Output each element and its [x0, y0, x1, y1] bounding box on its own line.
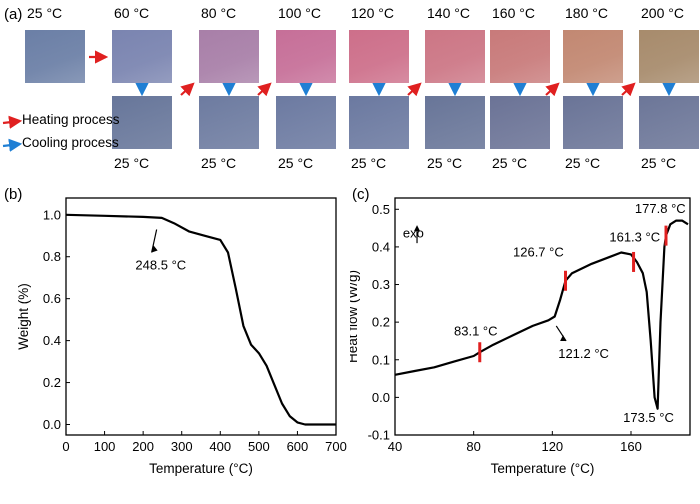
top-temp-label: 80 °C — [201, 5, 237, 21]
annotation-label: 126.7 °C — [513, 244, 564, 259]
y-tick-label: 0.2 — [372, 315, 390, 330]
x-tick-label: 500 — [248, 439, 270, 454]
bottom-swatch — [490, 96, 550, 149]
top-swatch — [639, 30, 699, 83]
top-swatch — [25, 30, 85, 83]
bottom-swatch — [112, 96, 172, 149]
top-temp-label: 200 °C — [641, 5, 684, 21]
bottom-swatch — [425, 96, 485, 149]
x-tick-label: 0 — [62, 439, 69, 454]
x-tick-label: 160 — [620, 439, 642, 454]
bottom-temp-label: 25 °C — [492, 155, 528, 171]
y-tick-label: 0.1 — [372, 352, 390, 367]
x-tick-label: 300 — [171, 439, 193, 454]
top-temp-label: 60 °C — [114, 5, 150, 21]
top-temp-label: 120 °C — [351, 5, 394, 21]
top-swatch — [490, 30, 550, 83]
data-line — [65, 213, 336, 426]
x-axis-label: Temperature (°C) — [491, 461, 595, 476]
top-swatch — [199, 30, 259, 83]
annotation-label: 161.3 °C — [609, 229, 660, 244]
annotation-label: 83.1 °C — [454, 323, 498, 338]
y-axis-label: Weight (%) — [16, 283, 31, 350]
heating-arrow — [407, 82, 422, 97]
plot-frame — [65, 197, 337, 436]
chart-b: 0 100 200 300 400 500 600 700 0.0 0.2 0.4 0.6 0.8 1.0… — [16, 197, 347, 476]
bottom-temp-label: 25 °C — [427, 155, 463, 171]
bottom-swatch — [276, 96, 336, 149]
annotation-label: 173.5 °C — [623, 410, 674, 425]
chart-c: 40 80 120 160 -0.1 0.0 0.1 0.2 0.3 0.4 0.5 Temperat… — [350, 197, 691, 476]
panel-a-label: (a) — [4, 6, 23, 23]
x-tick-label: 700 — [325, 439, 347, 454]
panel-c-label: (c) — [352, 186, 370, 203]
bottom-swatch — [563, 96, 623, 149]
x-tick-label: 120 — [541, 439, 563, 454]
x-tick-label: 80 — [466, 439, 480, 454]
top-temp-label: 180 °C — [565, 5, 608, 21]
x-tick-label: 200 — [132, 439, 154, 454]
bottom-temp-label: 25 °C — [641, 155, 677, 171]
panel-b-label: (b) — [4, 186, 23, 203]
top-temp-label: 25 °C — [27, 5, 63, 21]
y-tick-label: 1.0 — [43, 207, 61, 222]
top-temp-label: 100 °C — [278, 5, 321, 21]
heating-legend-label: Heating process — [22, 112, 120, 127]
annotation-label: 248.5 °C — [135, 257, 186, 272]
y-tick-label: -0.1 — [368, 428, 390, 443]
cooling-legend-arrow — [2, 138, 23, 152]
y-tick-label: 0.4 — [43, 333, 61, 348]
y-tick-label: 0.0 — [43, 417, 61, 432]
y-tick-label: 0.4 — [372, 239, 390, 254]
y-axis-label: Heat flow (W/g) — [350, 270, 360, 363]
cooling-legend-label: Cooling process — [22, 135, 119, 150]
annotation-arrowhead — [560, 334, 567, 341]
x-tick-label: 100 — [94, 439, 116, 454]
bottom-swatch — [349, 96, 409, 149]
top-swatch — [563, 30, 623, 83]
x-tick-label: 600 — [287, 439, 309, 454]
bottom-swatch — [639, 96, 699, 149]
bottom-temp-label: 25 °C — [351, 155, 387, 171]
bottom-temp-label: 25 °C — [278, 155, 314, 171]
x-tick-label: 40 — [388, 439, 402, 454]
heating-arrow — [257, 82, 272, 97]
exo-arrowhead — [414, 225, 421, 232]
y-tick-label: 0.5 — [372, 202, 390, 217]
y-tick-label: 0.3 — [372, 277, 390, 292]
top-swatch — [112, 30, 172, 83]
bottom-temp-label: 25 °C — [565, 155, 601, 171]
y-tick-label: 0.2 — [43, 375, 61, 390]
top-temp-label: 160 °C — [492, 5, 535, 21]
bottom-temp-label: 25 °C — [201, 155, 237, 171]
heating-legend-arrow — [2, 115, 23, 129]
annotation-label: 177.8 °C — [635, 201, 686, 216]
x-axis-label: Temperature (°C) — [149, 461, 253, 476]
exo-label: exo — [403, 226, 424, 241]
heating-arrow — [545, 82, 560, 97]
heating-arrow — [621, 82, 636, 97]
top-swatch — [276, 30, 336, 83]
plot-frame — [394, 197, 691, 436]
top-swatch — [425, 30, 485, 83]
bottom-temp-label: 25 °C — [114, 155, 150, 171]
x-tick-label: 400 — [209, 439, 231, 454]
annotation-label: 121.2 °C — [558, 346, 609, 361]
heating-arrow — [180, 82, 195, 97]
y-tick-label: 0.8 — [43, 249, 61, 264]
y-tick-label: 0.6 — [43, 291, 61, 306]
top-temp-label: 140 °C — [427, 5, 470, 21]
y-tick-label: 0.0 — [372, 390, 390, 405]
top-swatch — [349, 30, 409, 83]
bottom-swatch — [199, 96, 259, 149]
annotation-arrow — [151, 229, 158, 253]
panel-a-arrows — [2, 50, 676, 152]
annotation-arrowhead — [151, 245, 158, 253]
